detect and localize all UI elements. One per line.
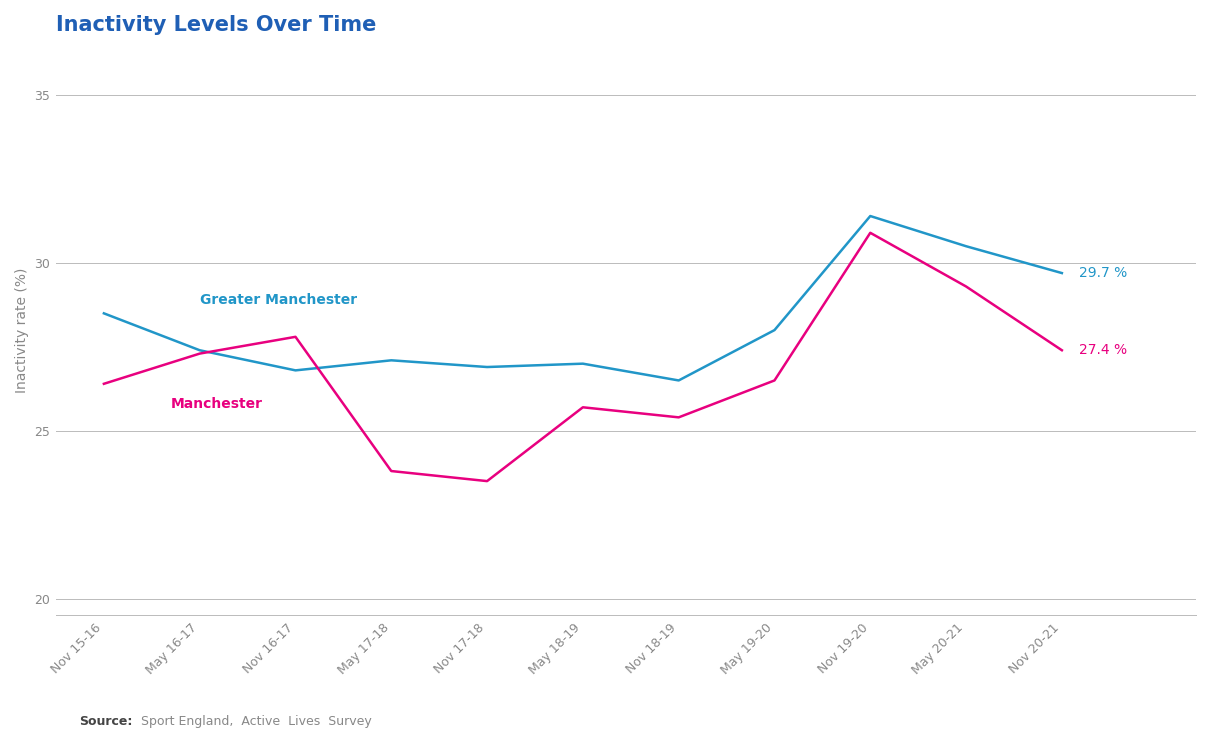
Text: Source:: Source: bbox=[79, 715, 132, 728]
Text: 29.7 %: 29.7 % bbox=[1079, 266, 1127, 280]
Text: Manchester: Manchester bbox=[171, 397, 263, 411]
Text: Inactivity Levels Over Time: Inactivity Levels Over Time bbox=[56, 15, 377, 35]
Text: 27.4 %: 27.4 % bbox=[1079, 343, 1127, 357]
Y-axis label: Inactivity rate (%): Inactivity rate (%) bbox=[15, 267, 29, 393]
Text: Sport England,  Active  Lives  Survey: Sport England, Active Lives Survey bbox=[137, 715, 372, 728]
Text: Greater Manchester: Greater Manchester bbox=[200, 293, 357, 307]
